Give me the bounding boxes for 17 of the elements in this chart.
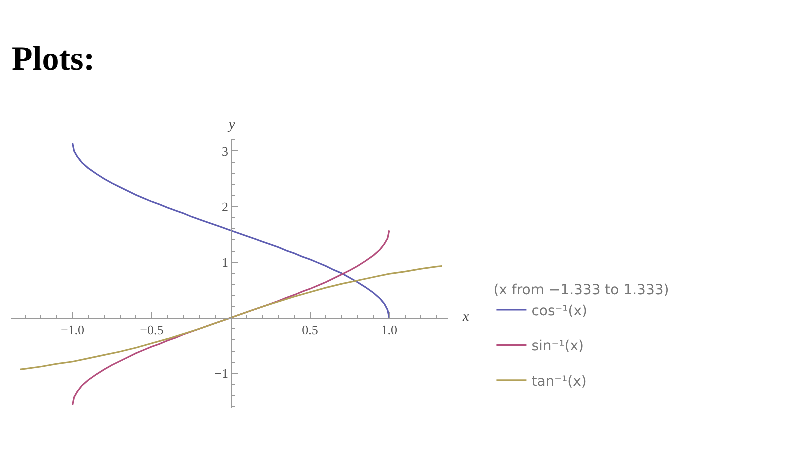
y-tick-label: 2 bbox=[222, 199, 228, 214]
legend-title: (x from −1.333 to 1.333) bbox=[494, 282, 670, 298]
y-tick-label: 1 bbox=[222, 254, 228, 270]
line-series bbox=[19, 265, 443, 370]
y-tick-label: −1 bbox=[214, 366, 228, 382]
y-axis-title: y bbox=[227, 118, 236, 133]
legend-label: sin⁻¹(x) bbox=[532, 338, 584, 355]
x-tick-label: 1.0 bbox=[381, 322, 398, 338]
legend-label: tan⁻¹(x) bbox=[532, 374, 587, 390]
y-tick-label: 3 bbox=[222, 144, 228, 159]
chart-title: Plots: bbox=[12, 40, 96, 78]
x-tick-label: 0.5 bbox=[302, 322, 318, 338]
x-tick-label: −1.0 bbox=[60, 322, 85, 338]
line-series bbox=[72, 142, 390, 319]
legend-label: cos⁻¹(x) bbox=[532, 303, 588, 320]
x-axis-title: x bbox=[462, 310, 470, 325]
x-tick-label: −0.5 bbox=[140, 322, 164, 338]
